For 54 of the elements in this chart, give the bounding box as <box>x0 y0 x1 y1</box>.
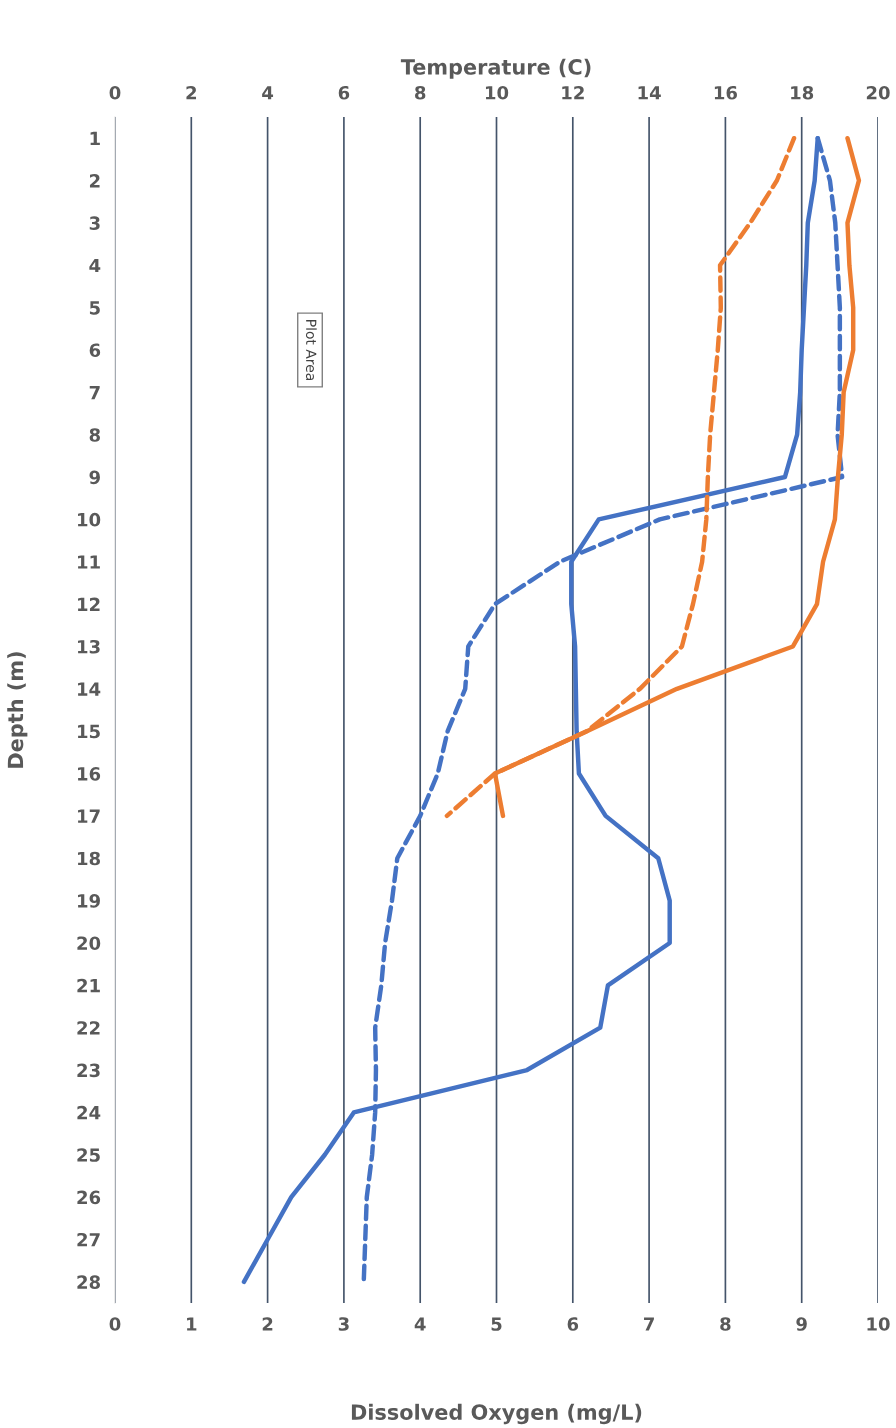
y-tick-label: 10 <box>78 512 101 527</box>
y-tick-label: 11 <box>78 555 100 569</box>
x-tick-label: 2 <box>262 1317 273 1331</box>
x-tick-label: 10 <box>867 1317 890 1331</box>
x-tick-label: 0 <box>109 1317 121 1331</box>
x-tick-label: 4 <box>414 1317 426 1331</box>
y-tick-label: 15 <box>78 724 100 739</box>
y-tick-label: 17 <box>78 809 100 823</box>
annotation: Plot Area <box>305 320 317 381</box>
y-tick-label: 6 <box>89 343 101 358</box>
y-tick-label: 21 <box>77 978 100 993</box>
y-tick-label: 22 <box>77 1021 100 1035</box>
x-tick-label: 7 <box>644 1317 654 1331</box>
y-tick-label: 8 <box>89 428 100 442</box>
y-tick-label: 25 <box>77 1148 100 1162</box>
x2-tick-label: 10 <box>485 85 509 100</box>
x2-axis-title: Temperature (C) <box>400 58 591 79</box>
x-tick-label: 5 <box>491 1317 502 1331</box>
x2-tick-label: 8 <box>415 85 426 100</box>
y-tick-label: 20 <box>77 936 101 951</box>
x2-tick-label: 2 <box>186 85 197 100</box>
x2-tick-label: 18 <box>791 85 814 100</box>
y-tick-label: 7 <box>89 386 100 400</box>
y-tick-label: 13 <box>78 639 100 654</box>
x2-tick-label: 20 <box>866 85 890 100</box>
y-tick-label: 18 <box>78 851 100 866</box>
x-tick-label: 9 <box>796 1317 807 1331</box>
y-tick-label: 19 <box>78 894 100 908</box>
y-tick-label: 27 <box>77 1232 100 1247</box>
y-tick-label: 28 <box>77 1275 100 1289</box>
x-tick-label: 1 <box>187 1317 197 1331</box>
y-axis-title: Depth (m) <box>7 652 28 768</box>
y-tick-label: 26 <box>77 1190 101 1205</box>
y-tick-label: 16 <box>78 767 101 781</box>
x2-tick-label: 16 <box>714 85 737 100</box>
y-tick-label: 1 <box>90 131 100 146</box>
y-tick-label: 23 <box>77 1063 100 1078</box>
y-tick-label: 2 <box>89 173 100 188</box>
x2-tick-label: 14 <box>638 86 661 100</box>
y-tick-label: 4 <box>89 258 101 273</box>
x2-tick-label: 12 <box>562 85 584 100</box>
y-tick-label: 12 <box>78 597 100 611</box>
x-tick-label: 8 <box>720 1317 731 1331</box>
x2-tick-label: 0 <box>109 85 121 100</box>
x2-tick-label: 6 <box>338 85 350 100</box>
y-tick-label: 24 <box>77 1105 101 1120</box>
x-tick-label: 3 <box>338 1317 349 1331</box>
x-tick-label: 6 <box>567 1317 579 1331</box>
y-tick-label: 5 <box>89 301 100 315</box>
y-tick-label: 3 <box>89 216 100 231</box>
x2-tick-label: 4 <box>262 86 274 100</box>
y-tick-label: 9 <box>89 470 100 485</box>
y-tick-label: 14 <box>78 682 101 696</box>
x-axis-title: Dissolved Oxygen (mg/L) <box>351 1403 642 1425</box>
